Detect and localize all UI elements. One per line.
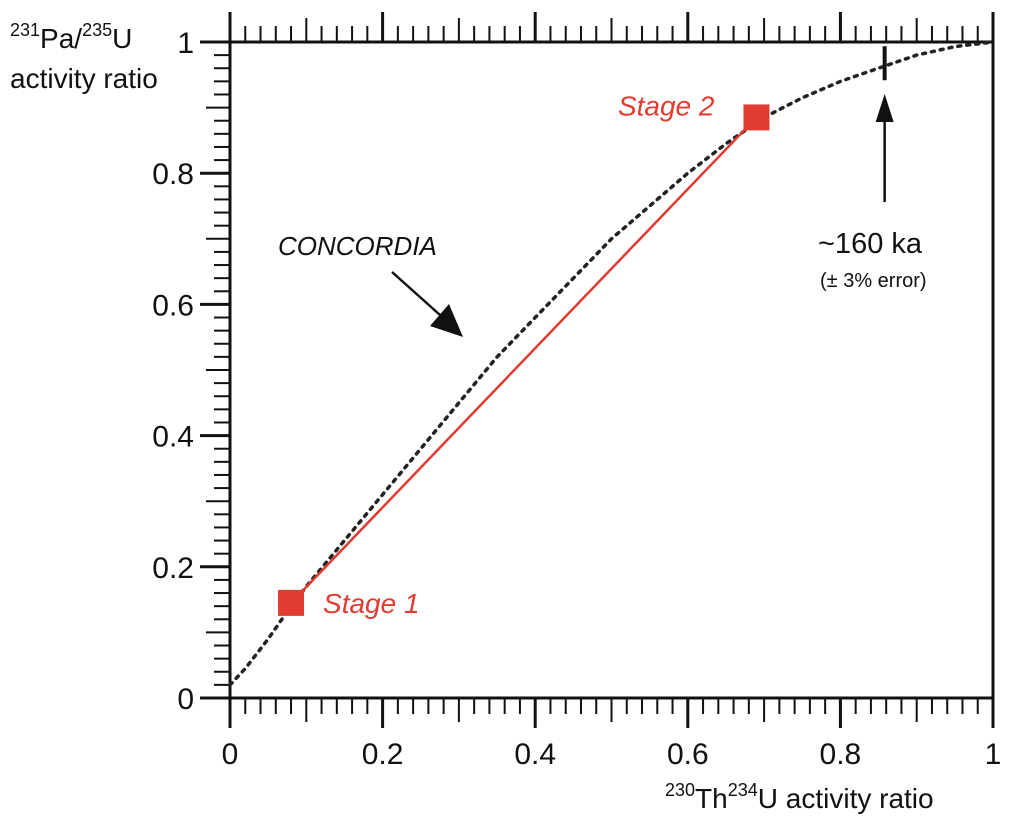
y-tick-label: 1: [177, 27, 194, 60]
y-tick-labels: 0 0.2 0.4 0.6 0.8 1: [152, 27, 194, 716]
stage-marker: [743, 104, 770, 131]
x-tick-labels: 0 0.2 0.4 0.6 0.8 1: [222, 738, 1002, 771]
plot-frame: [228, 40, 995, 700]
y-tick-label: 0.4: [152, 421, 194, 454]
x-tick-label: 0.6: [667, 738, 709, 771]
age-label: ~160 ka: [818, 228, 923, 260]
y-tick-label: 0.2: [152, 552, 194, 585]
error-label: (± 3% error): [820, 270, 927, 292]
x-tick-label: 0.4: [514, 738, 556, 771]
stage-label: Stage 2: [618, 90, 715, 121]
y-tick-label: 0.8: [152, 158, 194, 191]
stage-line: [290, 116, 758, 604]
x-axis-title: 230Th234U activity ratio: [665, 780, 934, 814]
age-arrow-head: [875, 94, 894, 122]
x-tick-label: 0.2: [362, 738, 404, 771]
concordia-arrow-head: [430, 304, 463, 337]
y-axis-title: 231Pa/235U: [10, 20, 132, 54]
x-tick-label: 0.8: [820, 738, 862, 771]
y-tick-label: 0.6: [152, 289, 194, 322]
y-axis-title-line2: activity ratio: [10, 63, 158, 94]
concordia-label: CONCORDIA: [278, 231, 437, 261]
stage-markers: Stage 1 Stage 2: [278, 90, 770, 619]
x-tick-label: 0: [222, 738, 239, 771]
axis-ticks: [200, 12, 995, 728]
concordia-arrow-shaft: [391, 271, 441, 316]
stage-marker: [278, 589, 305, 616]
y-tick-label: 0: [177, 683, 194, 716]
stage-label: Stage 1: [323, 588, 420, 619]
x-tick-label: 1: [985, 738, 1002, 771]
